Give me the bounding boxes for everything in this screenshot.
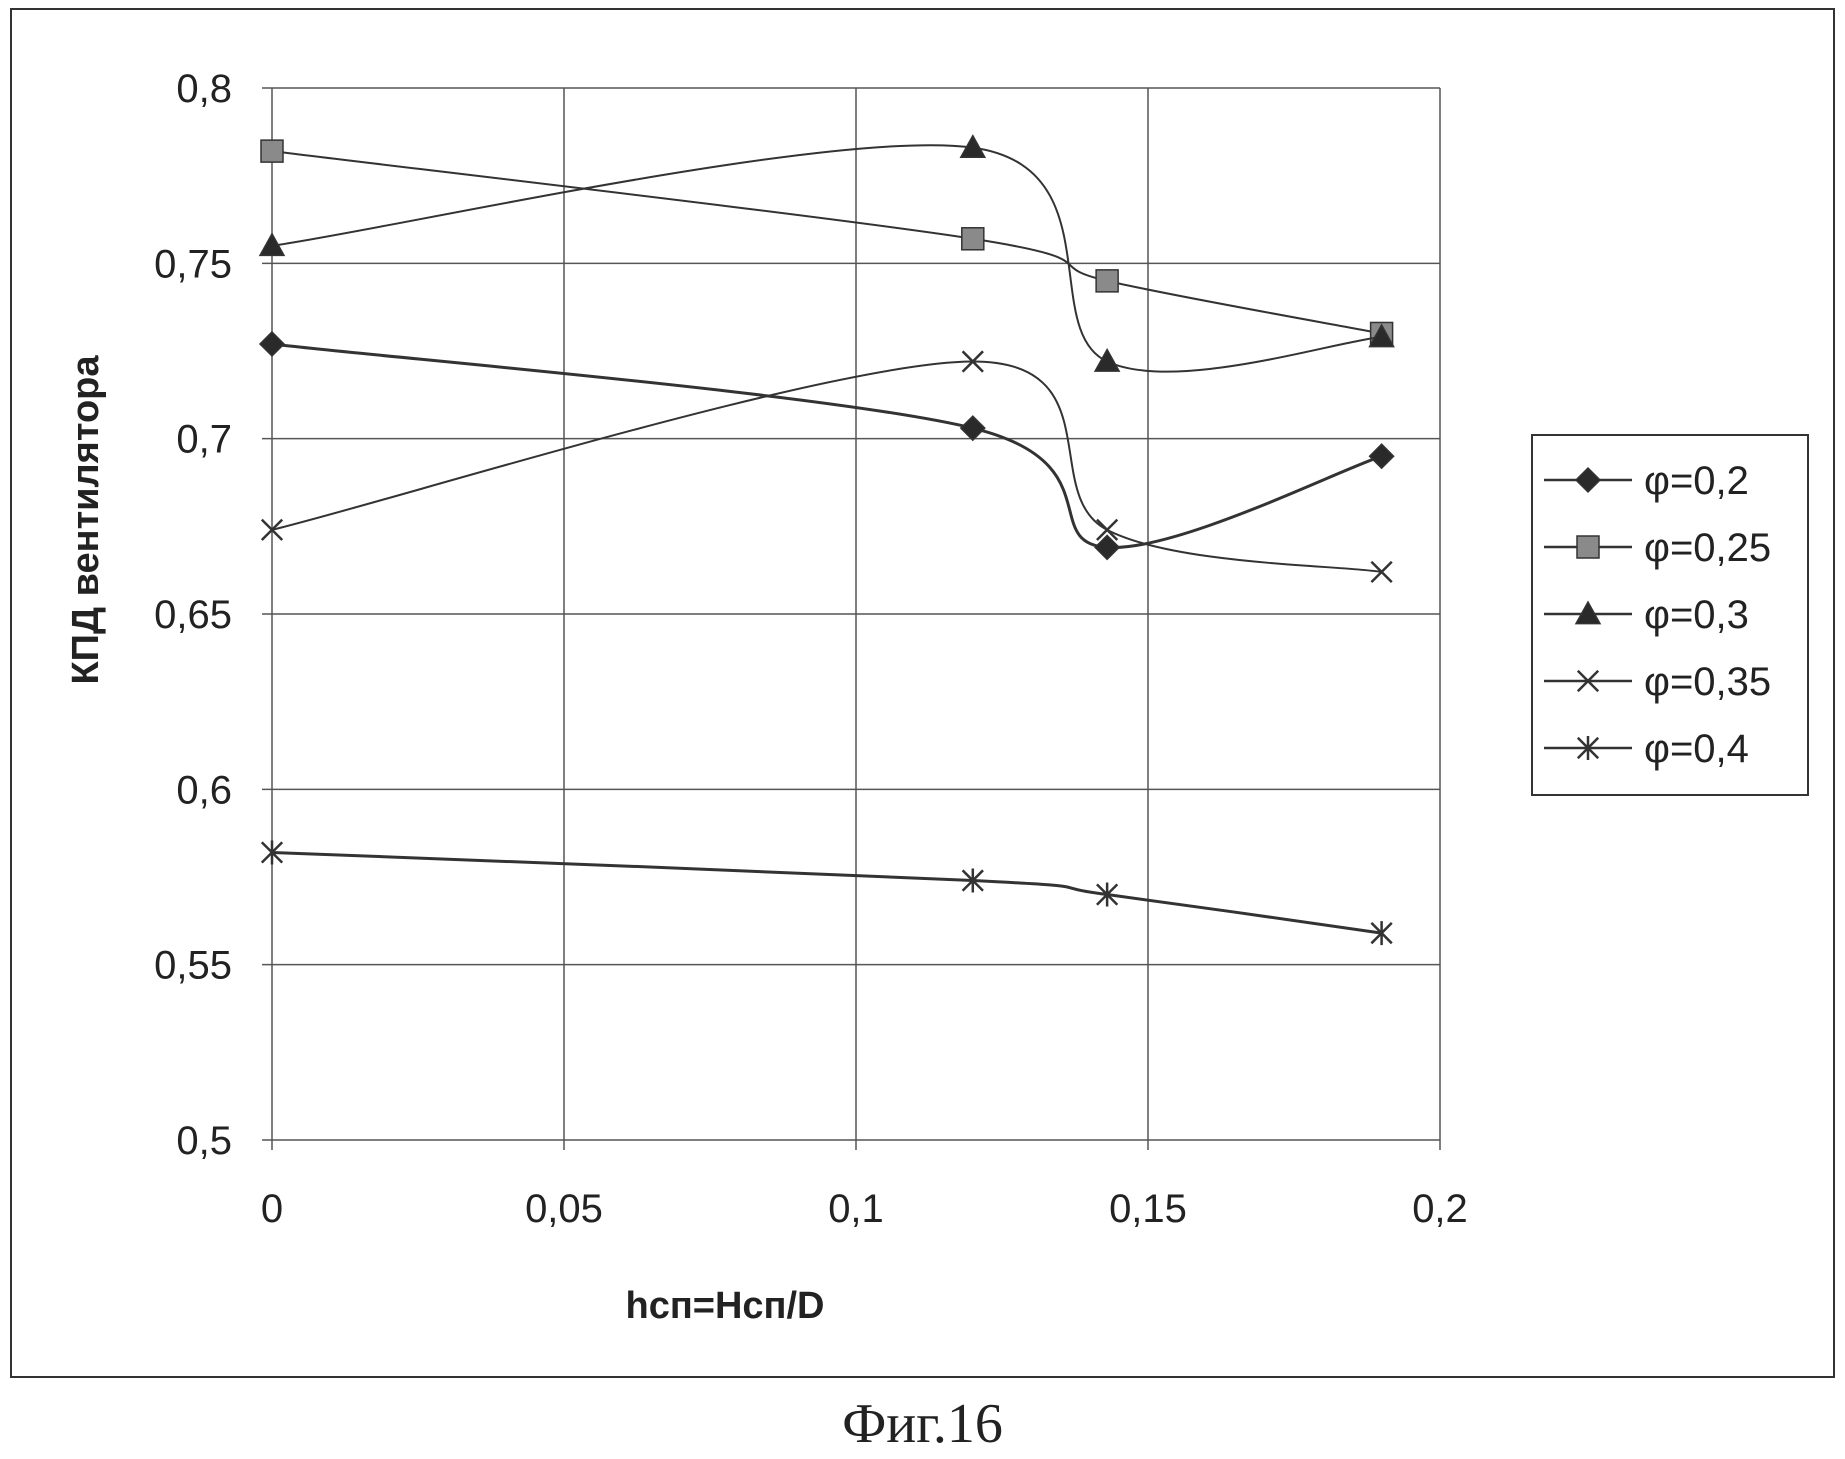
y-tick-label: 0,6 xyxy=(176,768,232,812)
chart-svg: 0,8 0,75 0,7 0,65 0,6 0,55 0,5 0 0,05 0,1 0,15 0,2… xyxy=(0,0,1845,1400)
x-tick-label: 0,15 xyxy=(1109,1187,1187,1231)
series-4 xyxy=(262,351,1392,582)
legend-label: φ=0,2 xyxy=(1644,459,1749,503)
series-1 xyxy=(260,332,1394,559)
y-tick-label: 0,8 xyxy=(176,67,232,111)
marker-diamond xyxy=(961,416,985,440)
grid-lines xyxy=(262,88,1440,1150)
legend-label: φ=0,25 xyxy=(1644,526,1771,570)
y-tick-label: 0,7 xyxy=(176,418,232,462)
legend-label: φ=0,35 xyxy=(1644,660,1771,704)
y-tick-label: 0,65 xyxy=(154,593,232,637)
series-line xyxy=(272,362,1382,572)
series-5 xyxy=(262,840,1392,945)
y-tick-labels: 0,8 0,75 0,7 0,65 0,6 0,55 0,5 xyxy=(154,67,232,1163)
y-tick-label: 0,75 xyxy=(154,242,232,286)
series-line xyxy=(272,344,1382,548)
y-axis-title: КПД вентилятора xyxy=(65,355,107,685)
series-line xyxy=(272,852,1382,933)
y-tick-label: 0,5 xyxy=(176,1119,232,1163)
series-2 xyxy=(261,140,1393,344)
x-tick-label: 0 xyxy=(261,1187,283,1231)
x-tick-labels: 0 0,05 0,1 0,15 0,2 xyxy=(261,1187,1468,1231)
marker-triangle xyxy=(1095,350,1119,372)
legend-label: φ=0,4 xyxy=(1644,727,1749,771)
marker-square xyxy=(962,228,984,250)
x-tick-label: 0,2 xyxy=(1412,1187,1468,1231)
legend: φ=0,2 φ=0,25 φ=0,3 φ=0,35 φ=0,4 xyxy=(1532,435,1808,795)
series-line xyxy=(272,145,1382,371)
marker-diamond xyxy=(260,332,284,356)
y-tick-label: 0,55 xyxy=(154,944,232,988)
x-tick-label: 0,05 xyxy=(525,1187,603,1231)
x-axis-title: hсп=Hсп/D xyxy=(625,1285,824,1327)
series-line xyxy=(272,151,1382,333)
series-group xyxy=(260,136,1394,945)
marker-square xyxy=(1577,536,1599,558)
figure-caption: Фиг.16 xyxy=(0,1392,1845,1456)
legend-label: φ=0,3 xyxy=(1644,593,1749,637)
marker-square xyxy=(261,140,283,162)
x-tick-label: 0,1 xyxy=(828,1187,884,1231)
marker-diamond xyxy=(1370,444,1394,468)
marker-square xyxy=(1096,270,1118,292)
